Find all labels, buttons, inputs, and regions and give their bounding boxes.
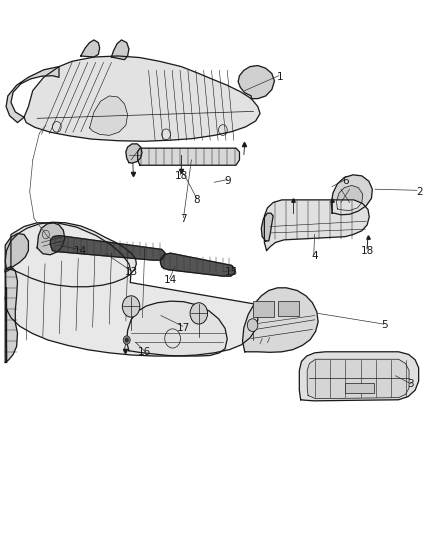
Text: 14: 14 — [164, 275, 177, 285]
Text: 5: 5 — [381, 320, 388, 330]
Circle shape — [190, 303, 208, 324]
Circle shape — [123, 336, 130, 344]
Text: 8: 8 — [193, 195, 200, 205]
Polygon shape — [331, 175, 372, 215]
Bar — [253, 301, 274, 317]
Polygon shape — [50, 236, 165, 260]
Text: 16: 16 — [138, 347, 151, 357]
Text: 13: 13 — [125, 267, 138, 277]
Text: 2: 2 — [416, 187, 423, 197]
Polygon shape — [37, 223, 65, 255]
Text: 14: 14 — [74, 246, 87, 255]
Polygon shape — [138, 148, 239, 165]
Polygon shape — [90, 96, 128, 135]
Polygon shape — [238, 66, 274, 99]
Polygon shape — [261, 213, 273, 241]
Circle shape — [122, 296, 140, 317]
Polygon shape — [264, 200, 369, 251]
Polygon shape — [299, 352, 419, 401]
Text: 4: 4 — [311, 251, 318, 261]
Text: 6: 6 — [342, 176, 349, 186]
Text: 3: 3 — [407, 379, 414, 389]
Bar — [345, 383, 374, 393]
Polygon shape — [127, 301, 227, 356]
Polygon shape — [126, 144, 142, 163]
Circle shape — [247, 319, 258, 332]
Polygon shape — [6, 67, 59, 123]
Text: 18: 18 — [175, 171, 188, 181]
Polygon shape — [336, 185, 363, 211]
Polygon shape — [111, 40, 129, 60]
Polygon shape — [160, 253, 235, 276]
Text: 7: 7 — [180, 214, 187, 223]
Text: 9: 9 — [224, 176, 231, 186]
Polygon shape — [24, 56, 260, 141]
Polygon shape — [81, 40, 100, 57]
Polygon shape — [307, 359, 409, 399]
Polygon shape — [5, 233, 28, 272]
Text: 15: 15 — [225, 267, 238, 277]
Polygon shape — [5, 266, 17, 362]
Polygon shape — [5, 223, 258, 362]
Polygon shape — [5, 222, 136, 287]
Text: 17: 17 — [177, 323, 190, 333]
Circle shape — [125, 338, 128, 342]
Text: 1: 1 — [276, 72, 283, 82]
Polygon shape — [243, 288, 318, 352]
Text: 18: 18 — [361, 246, 374, 255]
Bar — [278, 301, 299, 316]
